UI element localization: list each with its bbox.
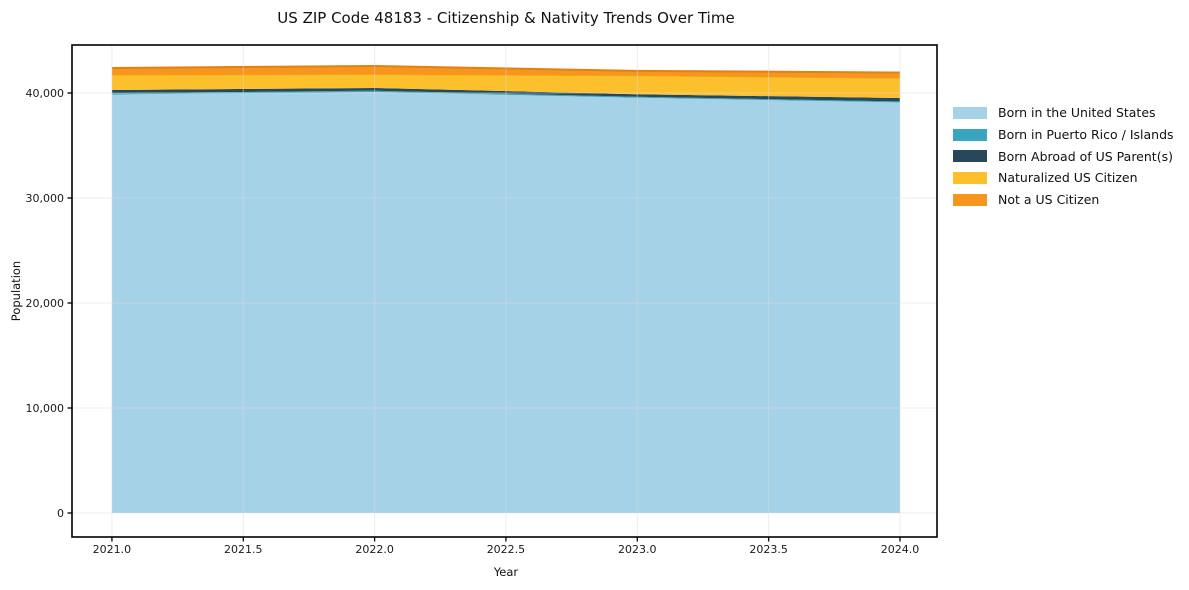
x-tick-label: 2021.5 bbox=[224, 543, 263, 556]
y-tick-label: 40,000 bbox=[26, 87, 65, 100]
y-tick-label: 20,000 bbox=[26, 297, 65, 310]
y-axis-label: Population bbox=[9, 260, 23, 322]
legend-swatch bbox=[953, 193, 987, 206]
legend-item: Born in the United States bbox=[953, 102, 1174, 124]
x-tick-label: 2024.0 bbox=[881, 543, 920, 556]
legend-item: Not a US Citizen bbox=[953, 189, 1174, 211]
x-axis-label: Year bbox=[493, 565, 519, 579]
legend-item: Born in Puerto Rico / Islands bbox=[953, 124, 1174, 146]
legend-label: Born in Puerto Rico / Islands bbox=[998, 127, 1174, 143]
legend-label: Naturalized US Citizen bbox=[998, 170, 1138, 186]
legend-item: Born Abroad of US Parent(s) bbox=[953, 145, 1174, 167]
legend-swatch bbox=[953, 171, 987, 184]
x-tick-label: 2021.0 bbox=[93, 543, 132, 556]
legend-label: Born in the United States bbox=[998, 105, 1156, 121]
y-tick-label: 10,000 bbox=[26, 402, 65, 415]
x-tick-label: 2023.5 bbox=[749, 543, 788, 556]
legend-swatch bbox=[953, 150, 987, 163]
legend-swatch bbox=[953, 128, 987, 141]
legend-label: Born Abroad of US Parent(s) bbox=[998, 148, 1173, 164]
legend: Born in the United States Born in Puerto … bbox=[953, 102, 1174, 210]
legend-item: Naturalized US Citizen bbox=[953, 167, 1174, 189]
legend-swatch bbox=[953, 106, 987, 119]
x-tick-label: 2022.0 bbox=[355, 543, 394, 556]
y-tick-label: 0 bbox=[57, 507, 64, 520]
legend-label: Not a US Citizen bbox=[998, 192, 1100, 208]
plot-border bbox=[71, 44, 938, 538]
chart-title: US ZIP Code 48183 - Citizenship & Nativi… bbox=[277, 9, 735, 27]
x-tick-label: 2023.0 bbox=[618, 543, 657, 556]
x-tick-label: 2022.5 bbox=[487, 543, 526, 556]
y-tick-label: 30,000 bbox=[26, 192, 65, 205]
